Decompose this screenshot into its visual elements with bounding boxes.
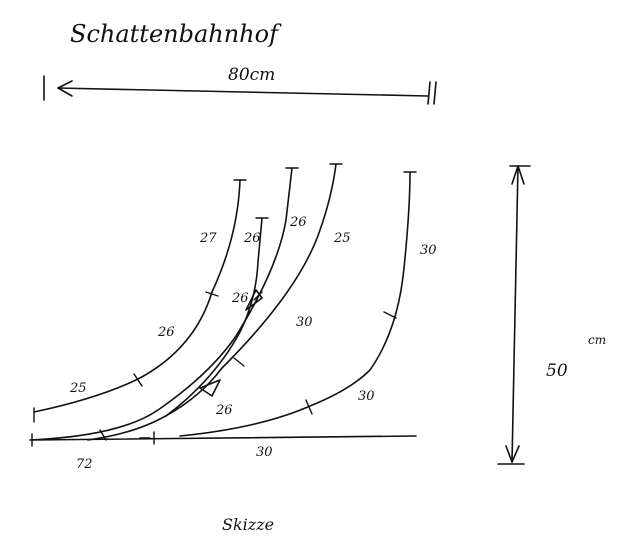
label-t4-mid: 30 — [296, 315, 313, 330]
label-t1-top: 27 — [199, 231, 217, 246]
track-spur — [165, 217, 263, 417]
height-dimension-top-arrowhead — [511, 165, 525, 185]
label-t1-bottom: 25 — [69, 381, 87, 396]
width-dimension-label: 80cm — [228, 65, 275, 85]
label-t5-low: 30 — [256, 445, 273, 460]
switch-mark-3 — [99, 429, 107, 441]
label-t2-top: 26 — [243, 231, 261, 246]
track-4-tick-2 — [305, 399, 313, 415]
track-curve-4 — [179, 171, 411, 437]
label-t4-low: 26 — [215, 403, 233, 418]
sketch-caption: Skizze — [222, 515, 274, 534]
track-spur-switch-mark — [245, 289, 263, 311]
track-curve-2 — [29, 167, 293, 441]
track-curve-3 — [87, 163, 337, 441]
label-t2-mid: 26 — [231, 291, 249, 306]
track-1-tick-2 — [205, 291, 219, 297]
height-dimension-unit: cm — [588, 333, 606, 347]
tracks — [29, 163, 417, 447]
height-dimension: 50 cm — [497, 165, 606, 465]
width-dimension-arrow-line — [57, 87, 429, 97]
segment-labels: 25 26 27 26 26 26 25 30 26 30 30 30 72 — [69, 215, 437, 472]
width-dimension: 80cm — [43, 65, 437, 105]
width-dimension-right-end-1 — [427, 81, 431, 105]
height-dimension-value: 50 — [546, 361, 568, 381]
width-dimension-arrowhead — [57, 80, 73, 97]
label-t1-middle: 26 — [157, 325, 175, 340]
track-spur-tick — [253, 291, 263, 301]
label-base-left: 72 — [76, 457, 93, 472]
track-curve-1 — [33, 179, 241, 413]
label-t3-top: 26 — [289, 215, 307, 230]
track-4-tick-1 — [383, 311, 397, 319]
switch-mark-1 — [199, 379, 221, 397]
height-dimension-arrow-line — [511, 165, 519, 463]
track-1-tick-1 — [133, 373, 143, 387]
track-3-tick — [233, 357, 245, 367]
label-t5-mid: 30 — [358, 389, 375, 404]
label-t4-top: 25 — [333, 231, 351, 246]
label-t5-top: 30 — [420, 243, 437, 258]
sketch-title: Schattenbahnhof — [70, 20, 282, 48]
height-dimension-bottom-arrowhead — [505, 445, 520, 463]
width-dimension-right-end-2 — [433, 81, 437, 105]
